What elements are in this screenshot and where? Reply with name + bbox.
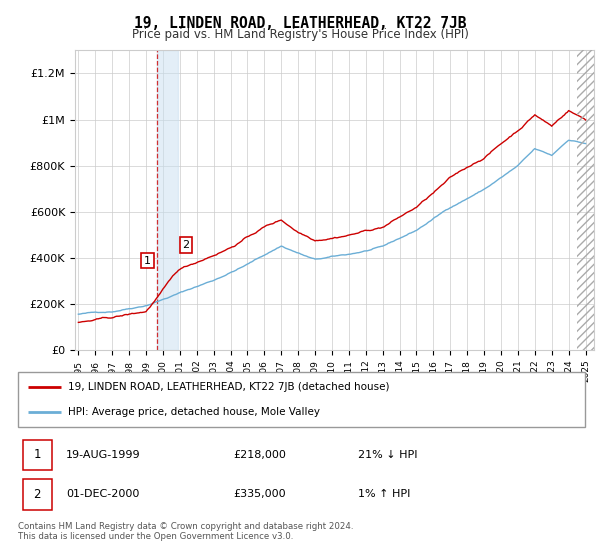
Text: £335,000: £335,000 [233,489,286,500]
Text: 19-AUG-1999: 19-AUG-1999 [66,450,141,460]
Text: 19, LINDEN ROAD, LEATHERHEAD, KT22 7JB (detached house): 19, LINDEN ROAD, LEATHERHEAD, KT22 7JB (… [68,382,389,392]
Text: 1: 1 [34,449,41,461]
Text: 01-DEC-2000: 01-DEC-2000 [66,489,140,500]
Text: 21% ↓ HPI: 21% ↓ HPI [358,450,418,460]
FancyBboxPatch shape [23,479,52,510]
Text: HPI: Average price, detached house, Mole Valley: HPI: Average price, detached house, Mole… [68,408,320,417]
Text: Price paid vs. HM Land Registry's House Price Index (HPI): Price paid vs. HM Land Registry's House … [131,28,469,41]
Text: 2: 2 [182,240,190,250]
Text: 1: 1 [144,255,151,265]
Bar [157,50,178,350]
FancyBboxPatch shape [23,440,52,470]
Text: 1% ↑ HPI: 1% ↑ HPI [358,489,410,500]
Text: Contains HM Land Registry data © Crown copyright and database right 2024.
This d: Contains HM Land Registry data © Crown c… [18,522,353,542]
Text: £218,000: £218,000 [233,450,286,460]
Bar [577,50,600,350]
Text: 2: 2 [34,488,41,501]
FancyBboxPatch shape [18,372,585,427]
Text: 19, LINDEN ROAD, LEATHERHEAD, KT22 7JB: 19, LINDEN ROAD, LEATHERHEAD, KT22 7JB [134,16,466,31]
